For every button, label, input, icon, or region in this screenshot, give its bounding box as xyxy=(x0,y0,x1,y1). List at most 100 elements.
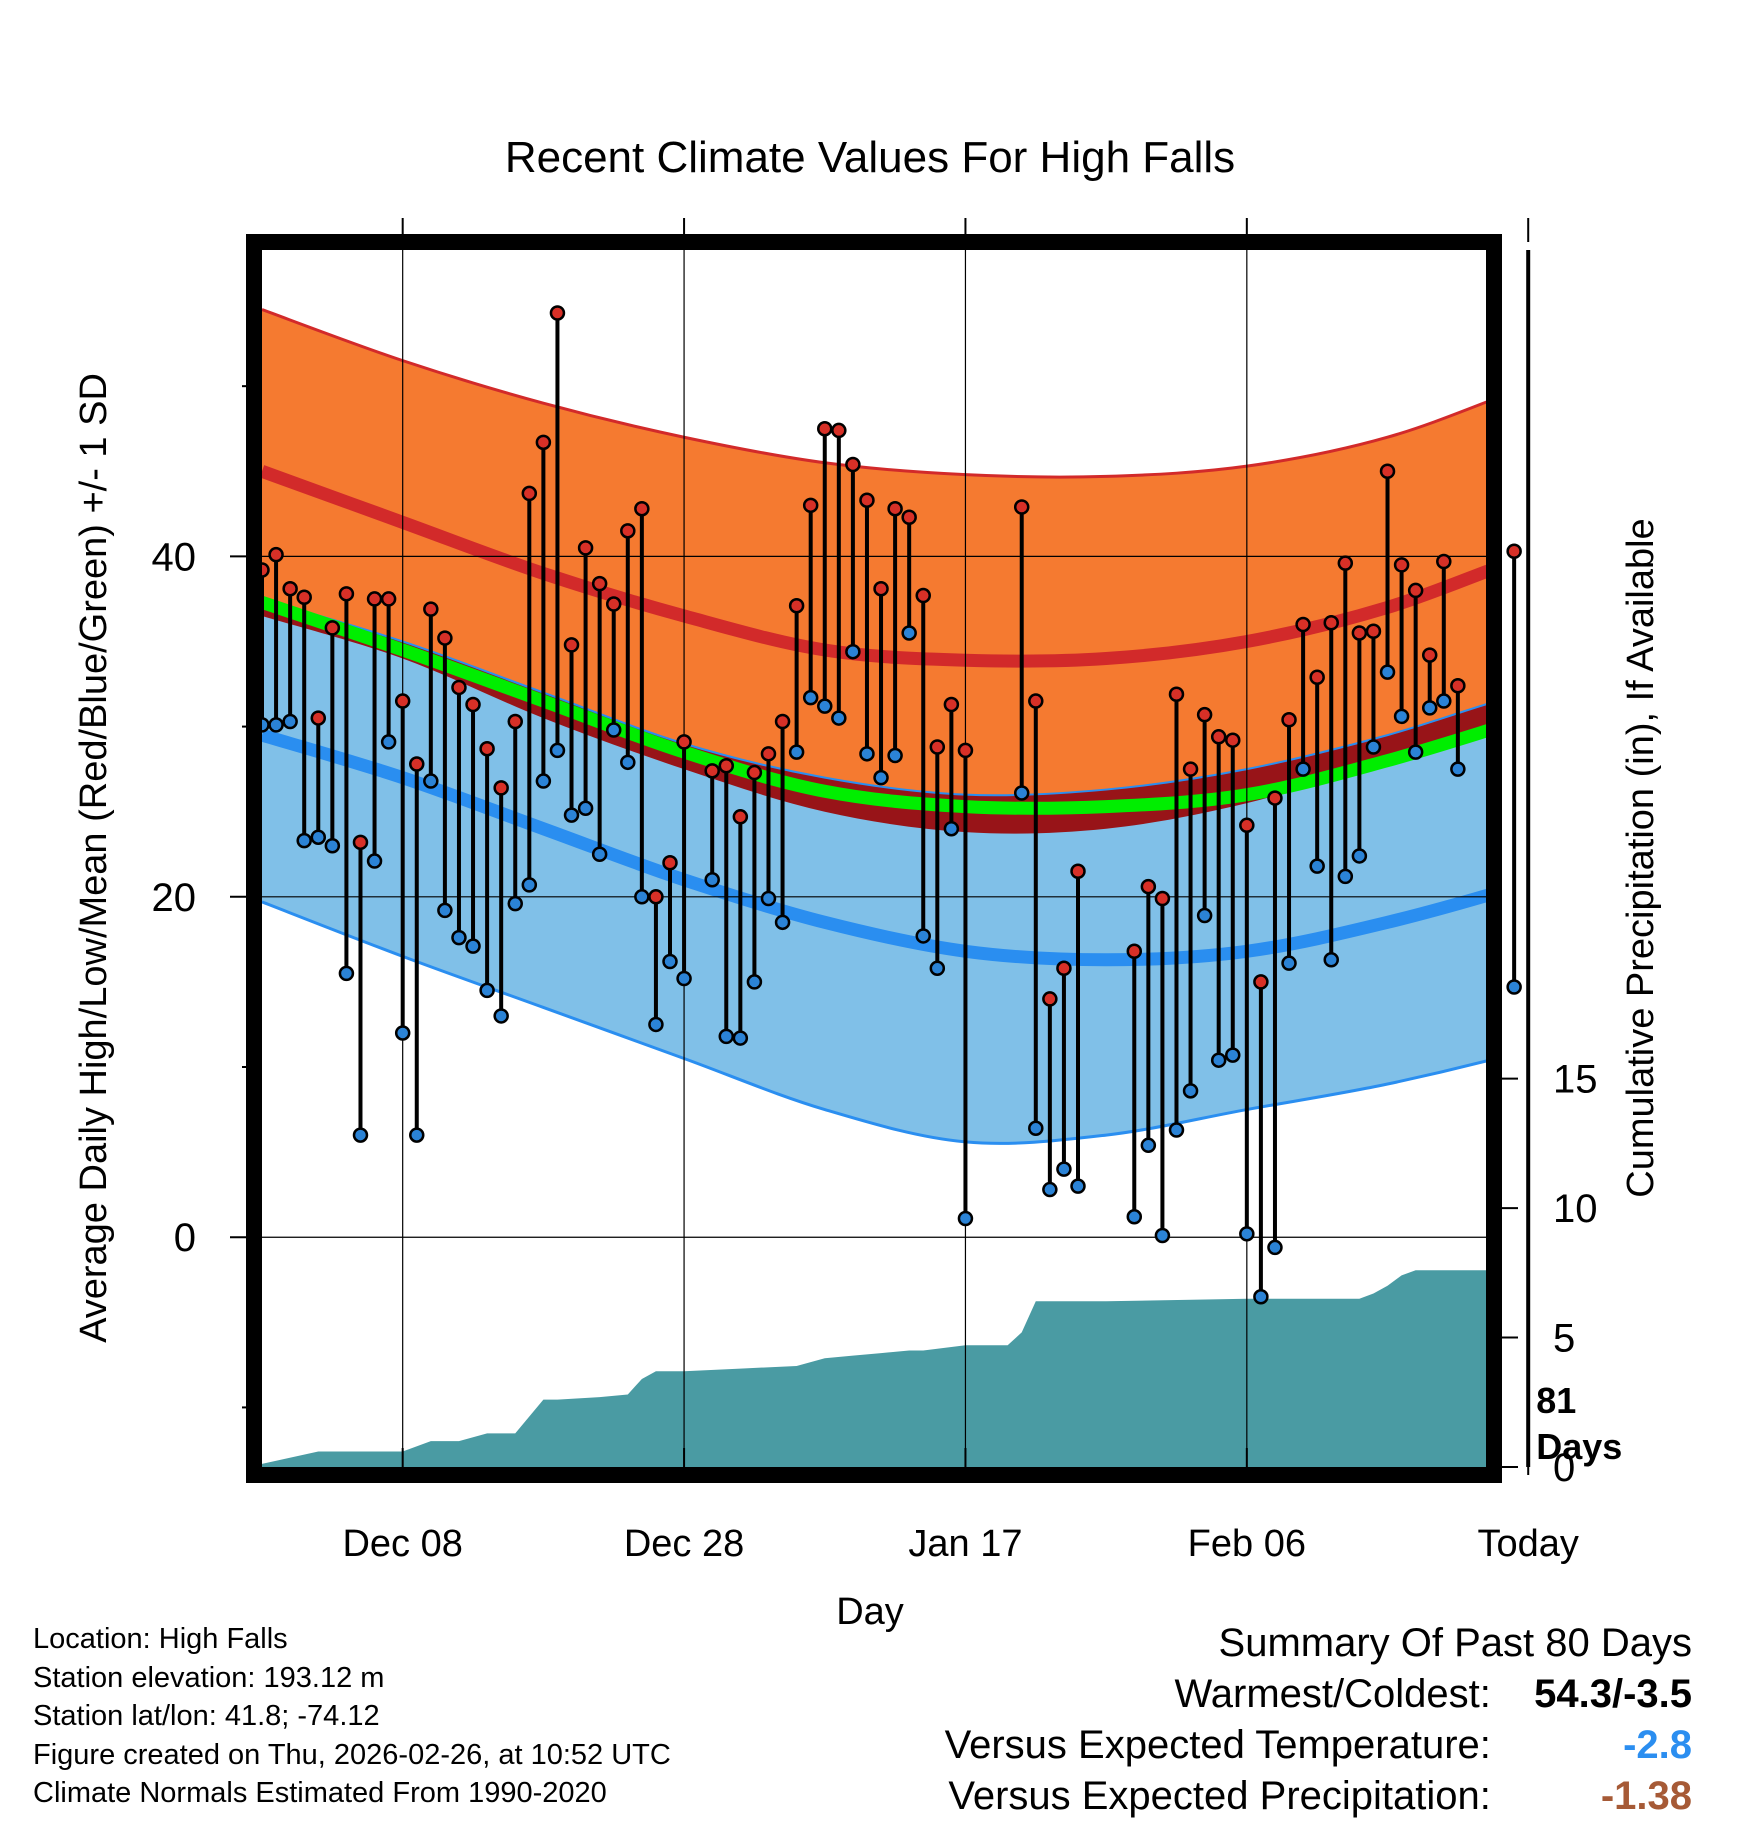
daily-low-point xyxy=(1210,1052,1227,1068)
daily-low-point xyxy=(549,742,566,759)
daily-high-point xyxy=(296,589,312,605)
daily-high-point xyxy=(338,586,355,602)
daily-low-point xyxy=(929,960,946,977)
daily-low-point xyxy=(943,820,960,837)
daily-high-point xyxy=(1140,878,1157,895)
chart-title: Recent Climate Values For High Falls xyxy=(505,133,1235,182)
daily-high-point xyxy=(1309,669,1325,685)
x-tick-label: Dec 08 xyxy=(342,1523,462,1565)
daily-low-point xyxy=(437,902,453,919)
daily-low-point xyxy=(1281,955,1297,971)
daily-low-point xyxy=(563,807,580,823)
daily-low-point xyxy=(465,938,481,954)
created-label: Figure created on Thu, 2026-02-26, at 10… xyxy=(33,1738,671,1771)
daily-low-point xyxy=(802,689,819,706)
daily-high-point xyxy=(507,713,523,730)
daily-low-point xyxy=(648,1016,664,1033)
low-sd-band xyxy=(262,598,1486,1144)
daily-high-point xyxy=(1351,625,1368,641)
daily-high-point xyxy=(788,597,805,614)
daily-high-point xyxy=(802,497,819,514)
daily-low-point xyxy=(605,722,622,738)
daily-low-point xyxy=(366,853,383,869)
daily-low-point xyxy=(1196,907,1213,924)
daily-high-point xyxy=(1337,555,1354,571)
daily-low-point xyxy=(1140,1137,1157,1154)
daily-low-point xyxy=(746,974,763,990)
precip-area xyxy=(262,1270,1486,1467)
y2-tick-label: 5 xyxy=(1553,1317,1575,1361)
x-tick-label: Today xyxy=(1478,1523,1579,1565)
x-tick-label: Dec 28 xyxy=(624,1523,744,1565)
daily-high-point xyxy=(901,509,917,525)
daily-high-point xyxy=(1365,623,1382,640)
daily-low-point xyxy=(1295,761,1311,777)
daily-low-point xyxy=(1028,1120,1044,1137)
station-info: Location: High Falls Station elevation: … xyxy=(33,1620,671,1813)
daily-low-point xyxy=(915,928,931,944)
daily-low-point xyxy=(1154,1227,1171,1244)
daily-high-point xyxy=(704,763,720,779)
warmest-coldest-value: 54.3/-3.5 xyxy=(1534,1672,1692,1716)
daily-low-point xyxy=(1126,1209,1143,1225)
daily-high-point xyxy=(1281,712,1297,728)
daily-high-point xyxy=(324,620,341,636)
daily-high-point xyxy=(1126,943,1143,960)
days-count-label: 81 xyxy=(1536,1380,1576,1421)
daily-high-point xyxy=(1225,732,1241,748)
daily-high-point xyxy=(1450,677,1466,694)
daily-high-point xyxy=(310,710,327,726)
daily-high-point xyxy=(1436,553,1452,570)
daily-high-point xyxy=(521,485,538,502)
daily-low-point xyxy=(845,643,861,660)
daily-low-point xyxy=(1365,739,1382,755)
plot-frame xyxy=(246,234,1502,1483)
daily-high-point xyxy=(1013,499,1030,515)
elevation-label: Station elevation: 193.12 m xyxy=(33,1661,385,1694)
daily-low-point xyxy=(817,698,833,714)
daily-low-point xyxy=(788,744,805,760)
daily-high-point xyxy=(845,456,861,473)
precip-label: Versus Expected Precipitation: xyxy=(948,1774,1491,1818)
y-axis-label: Average Daily High/Low/Mean (Red/Blue/Gr… xyxy=(73,373,115,1343)
daily-high-point xyxy=(535,434,552,451)
daily-low-point xyxy=(423,773,439,789)
daily-high-point xyxy=(1407,582,1424,599)
daily-low-point xyxy=(887,747,903,764)
daily-low-point xyxy=(479,982,495,999)
daily-low-point xyxy=(1323,952,1339,968)
daily-high-point xyxy=(732,809,749,825)
daily-high-point xyxy=(1028,693,1044,709)
daily-low-point xyxy=(1506,979,1522,995)
daily-low-point xyxy=(1421,700,1438,716)
daily-high-point xyxy=(1267,790,1283,806)
daily-low-point xyxy=(507,895,523,912)
daily-high-point xyxy=(1056,960,1072,977)
daily-high-point xyxy=(1042,991,1058,1007)
daily-high-point xyxy=(1182,761,1199,777)
daily-high-point xyxy=(887,500,903,517)
daily-high-point xyxy=(437,630,453,646)
daily-high-point xyxy=(676,734,692,750)
daily-low-point xyxy=(634,889,650,905)
y2-tick-label: 0 xyxy=(1553,1446,1575,1490)
daily-high-point xyxy=(380,591,397,607)
daily-high-point xyxy=(774,713,791,730)
temp-label: Versus Expected Temperature: xyxy=(944,1723,1491,1767)
daily-high-point xyxy=(563,637,580,653)
daily-high-point xyxy=(282,580,298,597)
daily-high-point xyxy=(1323,615,1339,631)
daily-high-point xyxy=(1196,706,1213,723)
daily-low-point xyxy=(1070,1178,1086,1194)
daily-high-point xyxy=(957,742,974,759)
daily-high-point xyxy=(1239,817,1255,834)
x-tick-label: Jan 17 xyxy=(908,1523,1022,1565)
daily-low-point xyxy=(831,710,847,726)
daily-low-point xyxy=(591,846,608,862)
summary-title: Summary Of Past 80 Days xyxy=(1218,1621,1692,1665)
summary-temp: Versus Expected Temperature: -2.8 xyxy=(945,1720,1692,1771)
daily-low-point xyxy=(282,713,298,730)
daily-high-point xyxy=(831,422,847,439)
daily-low-point xyxy=(577,800,594,817)
